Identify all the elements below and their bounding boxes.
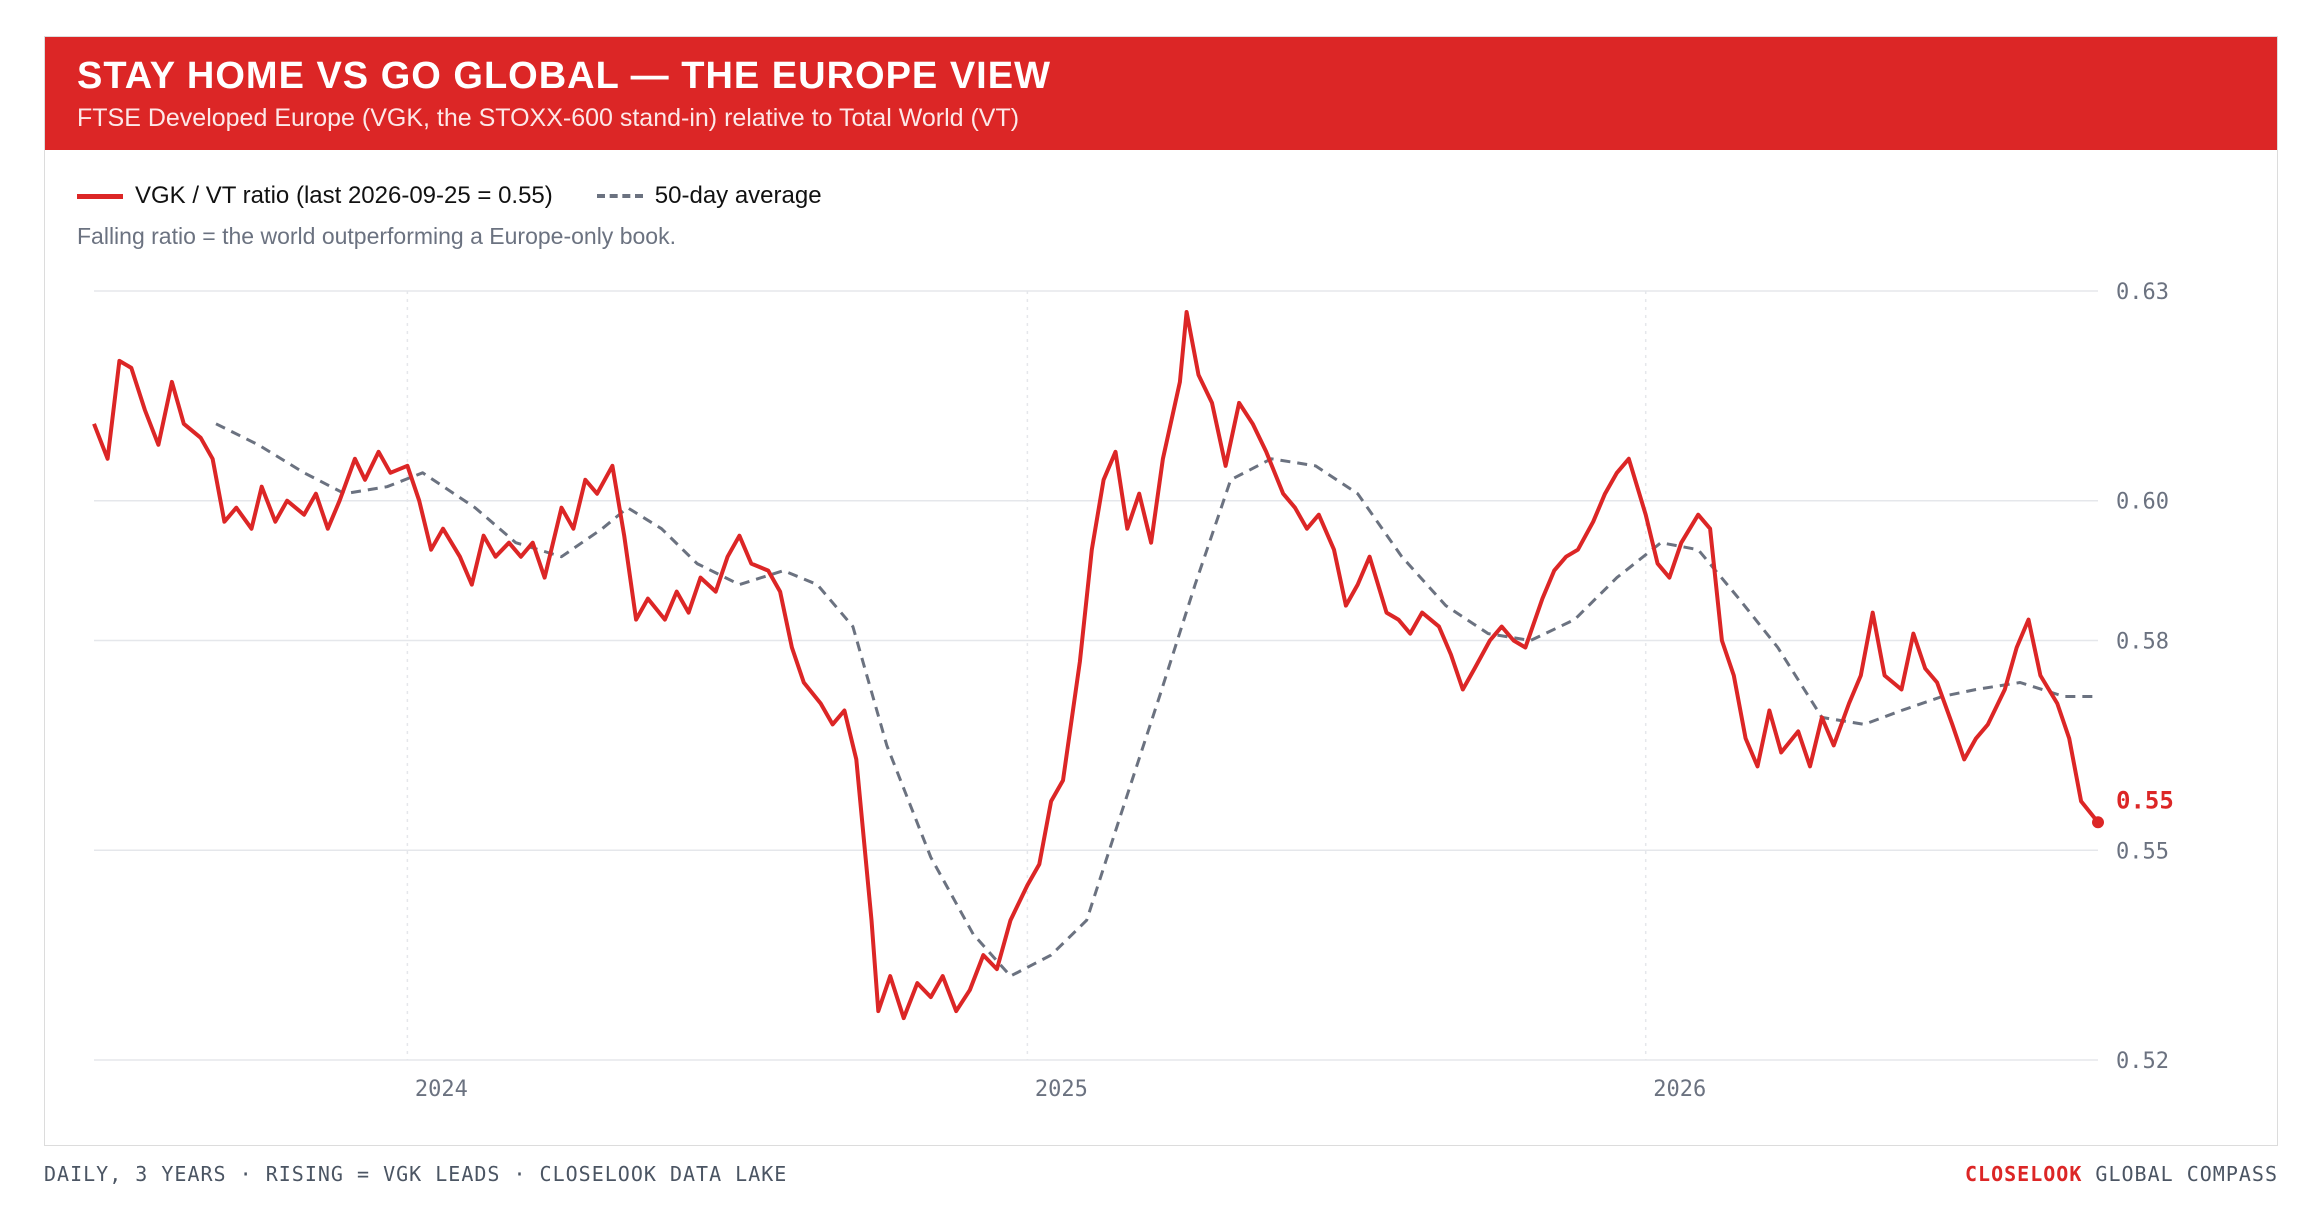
grid-lines <box>94 290 2098 1061</box>
average-series-line <box>215 422 2098 978</box>
y-tick-label: 0.60 <box>2116 490 2169 515</box>
legend-average-swatch <box>596 194 643 198</box>
y-tick-label: 0.63 <box>2116 280 2169 305</box>
chart-card: STAY HOME VS GO GLOBAL — THE EUROPE VIEW… <box>44 36 2278 1146</box>
brand-name: CLOSELOOK <box>1965 1162 2083 1186</box>
brand-suffix: GLOBAL COMPASS <box>2095 1162 2278 1186</box>
last-value-dot <box>2092 816 2104 829</box>
y-tick-label: 0.55 <box>2116 839 2169 864</box>
legend-ratio-swatch <box>77 193 123 199</box>
chart-title: STAY HOME VS GO GLOBAL — THE EUROPE VIEW <box>77 55 1051 97</box>
chart-subtitle: FTSE Developed Europe (VGK, the STOXX-60… <box>77 104 1020 132</box>
x-tick-label: 2024 <box>415 1077 468 1102</box>
last-value-label: 0.55 <box>2116 786 2174 814</box>
x-tick-label: 2026 <box>1653 1077 1706 1102</box>
x-grid-lines <box>406 291 1647 1060</box>
footer-source: DAILY, 3 YEARS · RISING = VGK LEADS · CL… <box>44 1162 788 1186</box>
x-tick-label: 2025 <box>1035 1077 1088 1102</box>
ratio-series-line <box>92 310 2100 1021</box>
legend-average-label: 50-day average <box>654 182 822 209</box>
footer-brand: CLOSELOOK GLOBAL COMPASS <box>1965 1162 2278 1186</box>
y-tick-label: 0.52 <box>2116 1049 2169 1074</box>
series-layer <box>92 310 2100 1021</box>
y-tick-label: 0.58 <box>2116 630 2169 655</box>
legend-ratio-label: VGK / VT ratio (last 2026-09-25 = 0.55) <box>135 182 553 209</box>
header-banner: STAY HOME VS GO GLOBAL — THE EUROPE VIEW… <box>45 37 2277 150</box>
x-axis: 2024 2025 2026 <box>415 1077 1706 1102</box>
last-value-marker: 0.55 <box>2092 786 2174 829</box>
y-axis: 0.52 0.55 0.58 0.60 0.63 <box>2116 280 2169 1074</box>
chart-note: Falling ratio = the world outperforming … <box>77 223 676 249</box>
legend: VGK / VT ratio (last 2026-09-25 = 0.55) … <box>77 181 822 211</box>
